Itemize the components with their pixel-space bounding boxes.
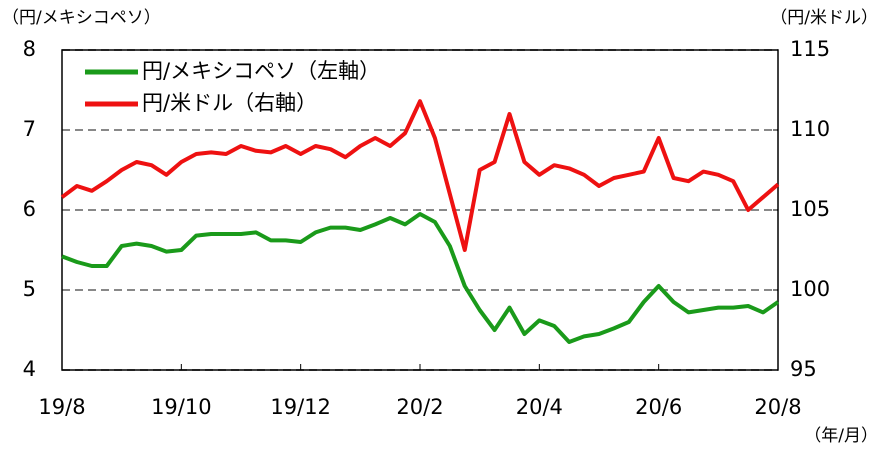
y2-tick-label: 100 <box>790 277 830 301</box>
y-tick-label: 6 <box>23 197 36 221</box>
y-unit-label: （円/メキシコペソ） <box>2 8 161 28</box>
x-tick-label: 19/12 <box>270 395 331 419</box>
series-line <box>61 212 780 344</box>
series-line <box>60 99 780 252</box>
y-tick-label: 7 <box>23 117 36 141</box>
y-tick-label: 8 <box>23 37 36 61</box>
x-tick-label: 19/8 <box>38 395 85 419</box>
y2-unit-label: （円/米ドル） <box>770 8 878 28</box>
x-tick-label: 20/8 <box>754 395 801 419</box>
x-tick-label: 20/2 <box>396 395 443 419</box>
y-tick-label: 5 <box>23 277 36 301</box>
y2-tick-label: 110 <box>790 117 830 141</box>
legend-label: 円/米ドル（右軸） <box>142 91 317 115</box>
x-tick-label: 19/10 <box>151 395 212 419</box>
x-tick-label: 20/4 <box>516 395 563 419</box>
y2-tick-label: 105 <box>790 197 830 221</box>
y2-tick-label: 95 <box>790 357 817 381</box>
legend-label: 円/メキシコペソ（左軸） <box>142 59 380 83</box>
y-tick-label: 4 <box>23 357 36 381</box>
y2-tick-label: 115 <box>790 37 830 61</box>
x-unit-label: （年/月） <box>804 426 878 446</box>
x-tick-label: 20/6 <box>635 395 682 419</box>
